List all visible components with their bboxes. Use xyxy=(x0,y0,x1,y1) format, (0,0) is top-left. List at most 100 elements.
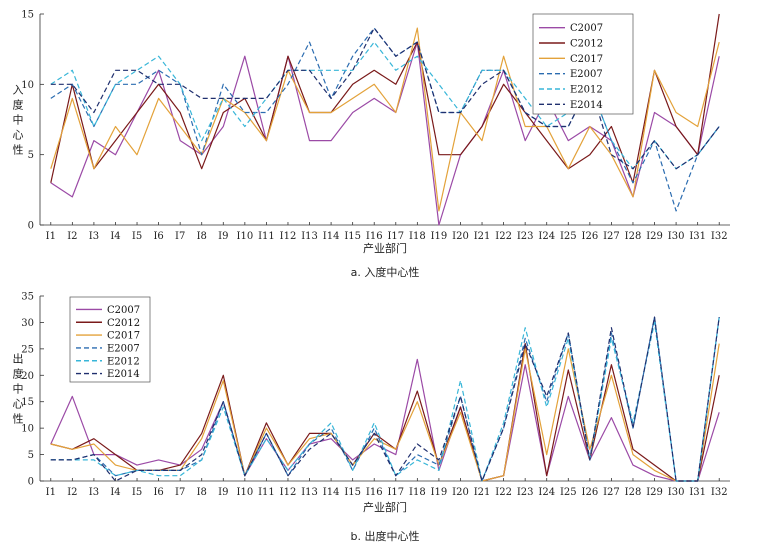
x-tick-label: I3 xyxy=(89,231,99,242)
x-tick-label: I30 xyxy=(668,487,685,498)
x-tick-label: I19 xyxy=(431,487,448,498)
y-tick-label: 0 xyxy=(28,477,34,488)
chart-panel-a: 0 5 10 15 I1 I2 I3 I4 I5 I6 I7 I8 I9 I10 I11 I12 I13 I14 I… xyxy=(13,10,730,279)
legend-label-e2007: E2007 xyxy=(107,343,140,354)
x-tick-label: I24 xyxy=(538,487,555,498)
legend-label-c2007: C2007 xyxy=(570,23,603,34)
x-tick-label: I8 xyxy=(197,231,207,242)
legend-label-e2014: E2014 xyxy=(107,369,140,380)
x-tick-label: I24 xyxy=(538,231,555,242)
y-axis-label: 入度中心性 xyxy=(13,84,24,157)
x-tick-label: I32 xyxy=(711,487,728,498)
chart-caption: a. 入度中心性 xyxy=(351,265,420,279)
legend-label-c2017: C2017 xyxy=(107,331,140,342)
x-tick-label: I3 xyxy=(89,487,99,498)
x-tick-label: I22 xyxy=(495,231,512,242)
x-tick-label: I2 xyxy=(67,231,77,242)
x-tick-label: I7 xyxy=(175,231,185,242)
y-axis-label-char: 性 xyxy=(13,143,24,157)
x-tick-label: I31 xyxy=(689,231,706,242)
y-tick-label: 15 xyxy=(21,397,34,408)
y-axis-label-char: 入 xyxy=(13,84,24,97)
x-tick-label: I23 xyxy=(517,231,534,242)
x-tick-label: I6 xyxy=(153,231,163,242)
chart-caption: b. 出度中心性 xyxy=(351,529,420,543)
x-axis-label: 产业部门 xyxy=(363,500,407,514)
x-tick-label: I18 xyxy=(409,231,426,242)
x-tick-label: I30 xyxy=(668,231,685,242)
x-tick-label: I15 xyxy=(344,487,361,498)
x-tick-label: I28 xyxy=(625,487,642,498)
x-tick-label: I29 xyxy=(646,231,663,242)
y-axis-label-char: 中 xyxy=(13,114,24,127)
x-tick-label: I19 xyxy=(431,231,448,242)
x-tick-label: I7 xyxy=(175,487,185,498)
x-tick-label: I11 xyxy=(258,487,275,498)
x-tick-label: I4 xyxy=(110,231,120,242)
y-tick-label: 30 xyxy=(21,318,34,329)
x-tick-label: I31 xyxy=(689,487,706,498)
x-tick-label: I5 xyxy=(132,231,142,242)
series-line-e2012 xyxy=(50,317,720,482)
chart-panel-b: 0 5 10 15 20 25 30 35 I1 I2 I3 I4 I5 I6 I7 I8 I9 I10 I11 I1… xyxy=(13,292,730,543)
legend-label-c2007: C2007 xyxy=(107,305,140,316)
x-tick-label: I25 xyxy=(560,487,577,498)
legend-label-c2017: C2017 xyxy=(570,54,603,65)
x-tick-label: I27 xyxy=(603,487,620,498)
x-tick-label: I12 xyxy=(280,487,297,498)
x-tick-label: I18 xyxy=(409,487,426,498)
x-tick-label: I26 xyxy=(582,231,599,242)
x-tick-label: I27 xyxy=(603,231,620,242)
x-tick-label: I2 xyxy=(67,487,77,498)
x-tick-label: I20 xyxy=(452,487,469,498)
y-axis-label-char: 心 xyxy=(13,129,24,142)
legend-label-e2014: E2014 xyxy=(570,100,603,111)
x-tick-label: I6 xyxy=(153,487,163,498)
y-tick-label: 35 xyxy=(21,292,34,303)
series-line-c2007 xyxy=(50,41,720,226)
legend-box xyxy=(69,296,151,383)
x-tick-label: I1 xyxy=(46,231,56,242)
x-tick-label: I21 xyxy=(474,231,491,242)
x-tick-label: I15 xyxy=(344,231,361,242)
y-tick-label: 15 xyxy=(21,10,34,21)
x-tick-label: I9 xyxy=(218,231,228,242)
legend-label-e2007: E2007 xyxy=(570,69,603,80)
y-tick-label: 10 xyxy=(21,80,34,91)
y-tick-label: 5 xyxy=(28,150,34,161)
x-tick-label: I8 xyxy=(197,487,207,498)
x-tick-label: I32 xyxy=(711,231,728,242)
x-tick-label: I10 xyxy=(237,487,254,498)
x-tick-label: I10 xyxy=(237,231,254,242)
x-tick-label: I5 xyxy=(132,487,142,498)
x-tick-label: I16 xyxy=(366,231,383,242)
x-tick-label: I26 xyxy=(582,487,599,498)
series-line-e2014 xyxy=(50,27,720,170)
y-axis-label-char: 心 xyxy=(13,398,24,411)
series-line-e2014 xyxy=(50,316,720,482)
x-tick-label: I22 xyxy=(495,487,512,498)
y-axis-label-char: 度 xyxy=(13,367,24,381)
x-tick-label: I20 xyxy=(452,231,469,242)
series-line-e2012 xyxy=(50,41,720,170)
x-tick-label: I14 xyxy=(323,231,340,242)
y-axis-label: 出度中心性 xyxy=(13,352,24,426)
x-tick-label: I9 xyxy=(218,487,228,498)
x-tick-label: I14 xyxy=(323,487,340,498)
x-tick-label: I28 xyxy=(625,231,642,242)
x-tick-label: I16 xyxy=(366,487,383,498)
y-tick-label: 25 xyxy=(21,344,34,355)
y-axis-label-char: 性 xyxy=(13,412,24,426)
x-tick-label: I12 xyxy=(280,231,297,242)
x-tick-label: I1 xyxy=(46,487,56,498)
legend-label-e2012: E2012 xyxy=(570,85,603,96)
x-tick-label: I13 xyxy=(301,487,318,498)
series-line-c2007 xyxy=(50,358,720,482)
x-tick-label: I11 xyxy=(258,231,275,242)
y-tick-label: 5 xyxy=(28,450,34,461)
x-tick-label: I17 xyxy=(387,231,404,242)
series-line-c2012 xyxy=(50,343,720,482)
